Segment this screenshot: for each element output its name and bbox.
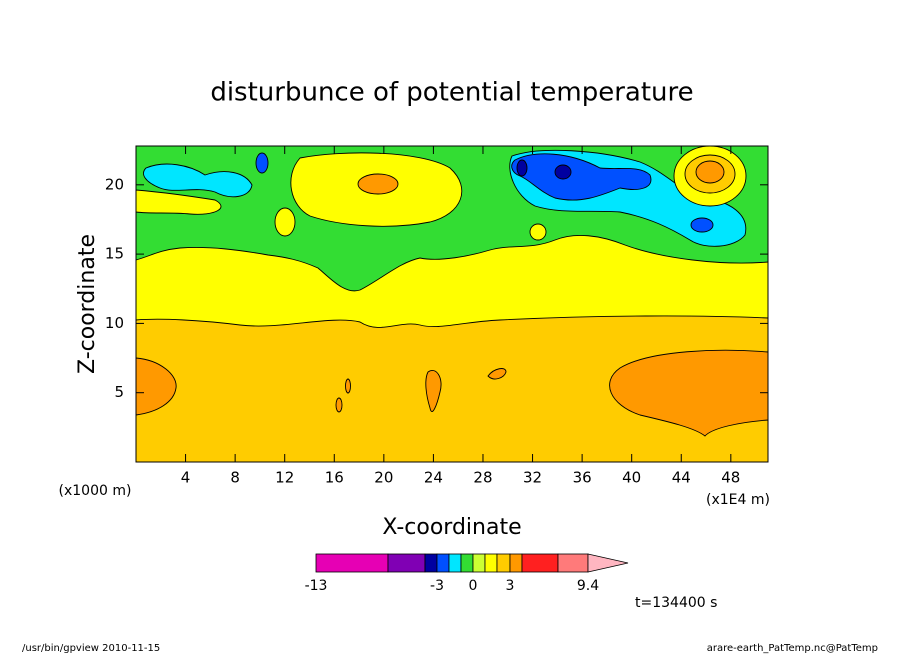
colorbar-segment [460, 553, 474, 573]
y-tick-label: 10 [105, 314, 124, 332]
footer-right: arare-earth_PatTemp.nc@PatTemp [707, 643, 878, 654]
x-tick-label: 4 [181, 469, 191, 487]
colorbar-segment [315, 553, 389, 573]
colorbar-segment [387, 553, 426, 573]
contour-field [136, 146, 768, 462]
colorbar-segment [484, 553, 498, 573]
colorbar-segment [448, 553, 462, 573]
colorbar-segment [509, 553, 523, 573]
colorbar-tick-label: 0 [469, 578, 478, 594]
x-tick-label: 36 [573, 469, 592, 487]
colorbar-segment [496, 553, 511, 573]
x-tick-label: 32 [523, 469, 542, 487]
colorbar-segment [424, 553, 438, 573]
footer-left: /usr/bin/gpview 2010-11-15 [22, 643, 160, 654]
x-tick-label: 40 [622, 469, 641, 487]
colorbar-segment [472, 553, 486, 573]
x-tick-label: 48 [721, 469, 740, 487]
time-label: t=134400 s [635, 595, 717, 611]
y-unit-label: (x1000 m) [59, 483, 132, 499]
y-axis-label: Z-coordinate [75, 234, 100, 374]
x-tick-label: 24 [424, 469, 443, 487]
x-tick-label: 16 [325, 469, 344, 487]
y-tick-label: 15 [105, 245, 124, 263]
colorbar-tick-label: 3 [506, 578, 515, 594]
colorbar-segment [521, 553, 559, 573]
y-tick-label: 5 [114, 383, 124, 401]
x-tick-label: 12 [275, 469, 294, 487]
colorbar-segment [557, 553, 589, 573]
plot-frame [135, 145, 769, 463]
x-unit-label: (x1E4 m) [706, 492, 770, 508]
colorbar-segment [436, 553, 450, 573]
x-tick-label: 8 [230, 469, 240, 487]
colorbar-tick-label: 9.4 [577, 578, 599, 594]
colorbar-extend [587, 553, 629, 573]
x-tick-label: 28 [473, 469, 492, 487]
x-axis-label: X-coordinate [382, 515, 521, 540]
colorbar-tick-label: -13 [305, 578, 328, 594]
chart-title: disturbunce of potential temperature [210, 78, 693, 108]
x-tick-label: 44 [672, 469, 691, 487]
x-tick-label: 20 [374, 469, 393, 487]
y-tick-label: 20 [105, 175, 124, 193]
colorbar-tick-label: -3 [430, 578, 444, 594]
